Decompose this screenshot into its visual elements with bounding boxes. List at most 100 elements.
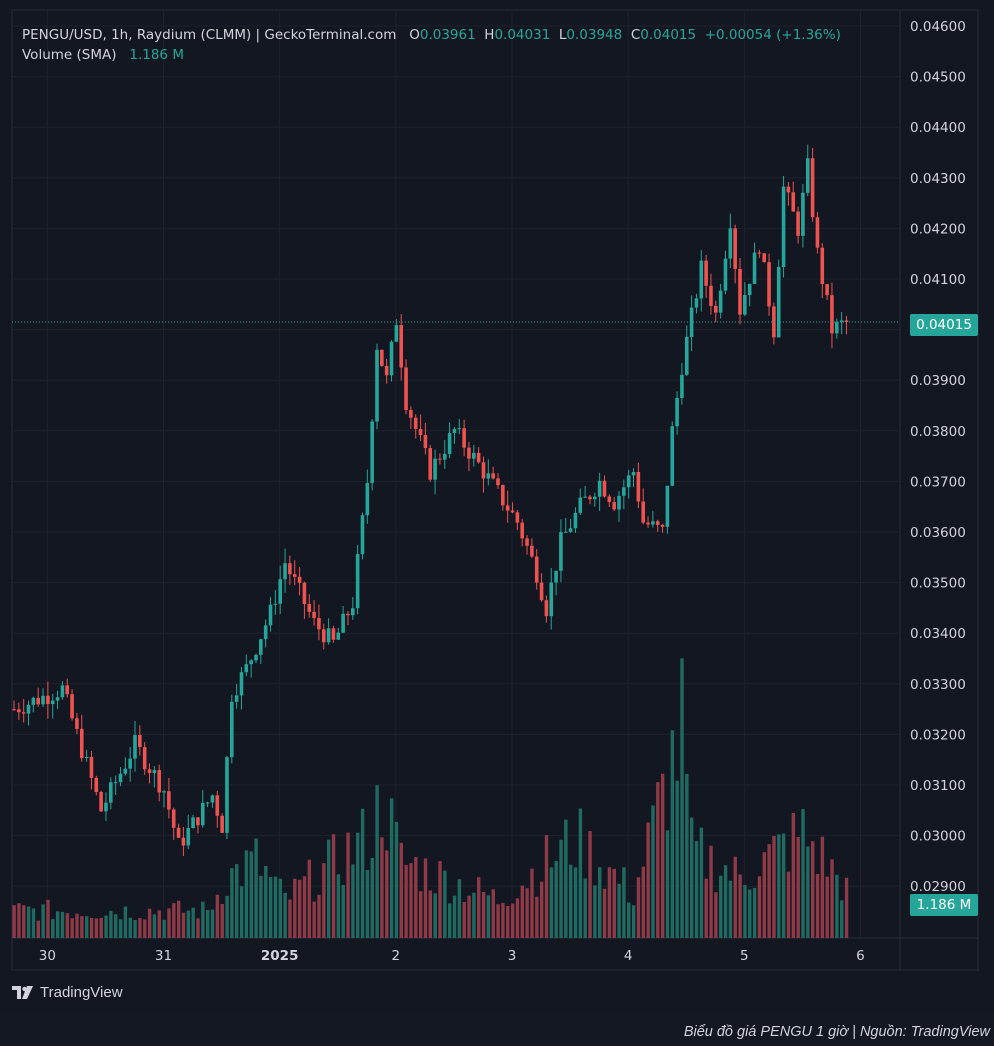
candle-body [341,613,345,633]
candle-body [205,802,210,804]
candle-body [660,524,665,527]
chart-legend-ohlc: PENGU/USD, 1h, Raydium (CLMM) | GeckoTer… [22,27,841,43]
x-tick-label: 5 [740,948,749,964]
candle-body [370,421,374,484]
candle-body [104,802,108,812]
volume-bar [549,867,554,938]
volume-bar [554,860,558,938]
volume-bar [331,834,336,938]
x-tick-label: 4 [624,948,633,964]
y-tick-label: 0.03400 [910,626,966,642]
candle-body [796,211,800,236]
candle-body [646,522,650,525]
candle-body [496,478,500,486]
volume-bar [312,901,316,938]
candle-body [113,782,118,784]
candle-body [428,448,433,480]
candle-body [191,817,195,829]
x-tick-label: 31 [155,948,172,964]
candle-body [46,695,50,705]
candle-body [389,341,394,376]
volume-bar [268,877,273,938]
candle-body [481,462,486,479]
y-tick-label: 0.02900 [910,879,966,895]
volume-bar [186,910,191,938]
volume-bar [796,836,800,938]
candle-body [321,629,326,643]
candle-body [196,817,200,826]
volume-bar [593,885,597,938]
volume-bar [583,878,587,938]
volume-bar [457,879,462,938]
volume-bar [815,873,820,938]
volume-bar [743,884,747,938]
candle-body [36,697,40,705]
volume-bar [201,901,205,938]
candle-body [326,628,331,643]
volume-bar [520,885,524,938]
candle-body [307,604,312,612]
volume-bar [317,894,321,938]
volume-bar [206,909,210,938]
volume-bar [607,867,612,938]
candle-body [515,512,520,523]
y-tick-label: 0.03700 [910,474,966,490]
candle-body [128,758,132,769]
volume-bar [539,881,544,938]
volume-bar [602,888,607,938]
candle-body [820,247,825,285]
volume-bar [738,874,742,938]
candle-body [317,618,321,630]
candle-body [288,563,292,575]
volume-bar [515,898,520,938]
candle-body [689,307,694,337]
volume-bar [104,915,108,938]
volume-bar [651,805,655,938]
candle-body [597,480,602,497]
candle-body [680,374,684,398]
volume-bar [288,899,292,938]
candle-body [384,365,389,376]
candle-body [539,582,544,601]
candle-body [544,600,549,617]
candle-body [360,515,365,555]
candle-body [89,756,94,778]
candle-body [491,473,495,479]
volume-bar [525,888,529,938]
candle-body [631,471,636,476]
tradingview-logo[interactable]: TradingView [12,984,123,1001]
volume-bar [60,911,65,938]
volume-bar [656,782,660,938]
volume-bar [752,887,757,938]
candle-body [617,495,621,510]
symbol-label: PENGU/USD, 1h, Raydium (CLMM) | GeckoTer… [22,27,397,43]
volume-bar [704,878,708,938]
candle-body [423,435,428,449]
volume-bar [728,880,733,938]
volume-bar [128,917,132,938]
volume-bar [94,918,99,938]
candle-body [762,253,766,263]
volume-bar [167,908,171,938]
open-value: 0.03961 [419,27,476,43]
candle-body [278,579,282,604]
volume-bar [418,891,423,938]
tradingview-logo-text: TradingView [40,984,123,1001]
candle-body [399,325,403,368]
volume-bar [109,910,113,938]
chart-frame[interactable]: 0.04600 0.04500 0.04400 0.04300 0.04200 0.041… [0,0,994,1014]
volume-bar [283,892,287,938]
high-value: 0.04031 [494,27,551,43]
candle-body [651,521,655,525]
candle-body [510,510,515,513]
candle-body [612,502,616,510]
y-tick-label: 0.03300 [910,677,966,693]
volume-bar [665,830,670,938]
candle-body [530,545,534,557]
candle-body [472,452,476,459]
candle-body [476,452,481,463]
candle-body [99,792,103,812]
volume-bar [147,908,152,938]
price-chart[interactable]: 0.04600 0.04500 0.04400 0.04300 0.04200 0.041… [0,0,994,1014]
candle-body [738,268,742,315]
